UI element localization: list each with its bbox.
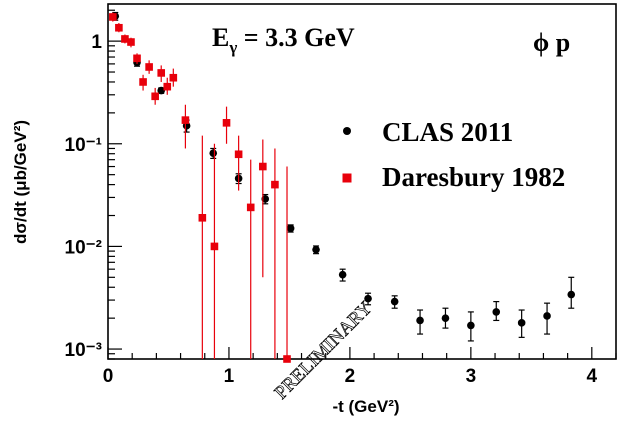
data-points (109, 11, 576, 363)
energy-subscript: γ (228, 38, 237, 57)
daresbury-point (145, 63, 153, 71)
clas-point (390, 297, 399, 306)
daresbury-point (157, 69, 166, 77)
daresbury-point (151, 92, 159, 101)
plot-frame (107, 3, 617, 360)
daresbury-point (198, 213, 207, 222)
clas-point (312, 245, 320, 254)
clas-point (338, 270, 347, 279)
clas-point (286, 224, 295, 233)
y-tick-label: 10⁻³ (65, 340, 103, 361)
daresbury-point (222, 119, 231, 127)
x-tick-label: 2 (345, 366, 356, 387)
daresbury-point (115, 23, 123, 32)
energy-symbol: E (212, 23, 229, 52)
clas-point (543, 312, 551, 320)
clas-point (467, 321, 475, 330)
daresbury-point (121, 35, 129, 43)
daresbury-point (234, 150, 243, 159)
clas-point (567, 290, 576, 299)
clas-point (517, 319, 526, 327)
daresbury-point (169, 73, 178, 82)
y-tick-label: 1 (91, 32, 102, 53)
x-tick-label: 4 (587, 366, 598, 387)
daresbury-point (139, 78, 147, 86)
clas-point (492, 308, 501, 316)
axis-ticks (107, 9, 617, 360)
x-axis-title: -t (GeV²) (332, 397, 399, 416)
y-tick-labels: 10⁻³ 10⁻² 10⁻¹ 1 (65, 32, 103, 361)
y-tick-label: 10⁻² (65, 237, 103, 258)
x-tick-label: 0 (103, 366, 114, 387)
reaction-label: ϕ p (533, 28, 570, 57)
daresbury-point (127, 38, 135, 46)
clas-point (416, 316, 424, 325)
y-tick-label: 10⁻¹ (65, 135, 103, 156)
legend-label-clas: CLAS 2011 (382, 117, 513, 147)
legend-label-daresbury: Daresbury 1982 (382, 162, 565, 192)
clas-point (157, 86, 166, 95)
daresbury-point (210, 242, 219, 251)
legend-marker-daresbury (342, 173, 352, 183)
energy-value: = 3.3 GeV (237, 23, 355, 52)
x-tick-label: 3 (466, 366, 477, 387)
x-tick-labels: 0 1 2 3 4 (103, 366, 598, 387)
x-tick-label: 1 (224, 366, 235, 387)
clas-point (209, 149, 218, 157)
daresbury-point (133, 54, 141, 63)
daresbury-point (271, 180, 279, 189)
daresbury-point (109, 13, 117, 21)
daresbury-point (283, 355, 291, 363)
legend: CLAS 2011 Daresbury 1982 (342, 117, 565, 192)
legend-marker-clas (343, 127, 351, 135)
clas-point (441, 314, 450, 322)
energy-annotation: Eγ = 3.3 GeV (212, 23, 355, 57)
daresbury-point (246, 203, 255, 212)
y-axis-title: dσ/dt (μb/GeV²) (11, 120, 30, 244)
daresbury-point (181, 116, 190, 124)
daresbury-point (163, 82, 172, 91)
daresbury-point (259, 162, 267, 171)
clas-point (364, 294, 372, 303)
